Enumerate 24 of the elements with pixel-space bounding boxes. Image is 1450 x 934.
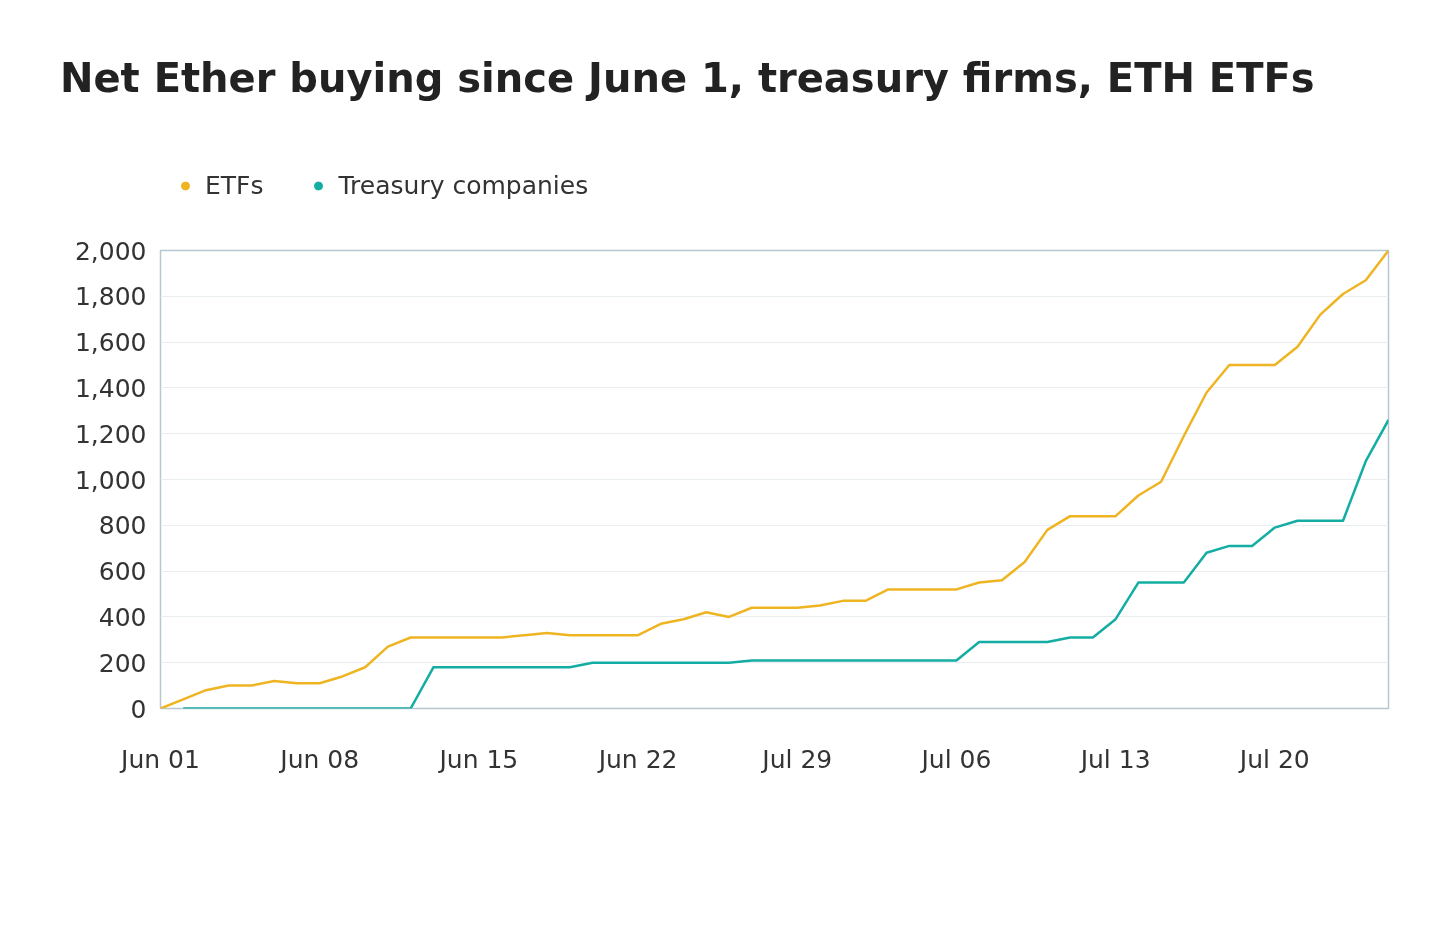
- x-tick-label: Jul 29: [760, 744, 833, 774]
- line-series: [160, 250, 1389, 709]
- y-tick-label: 1,600: [74, 328, 147, 358]
- x-tick-label: Jun 01: [119, 744, 200, 774]
- y-tick-label: 400: [98, 602, 147, 632]
- x-tick-label: Jun 15: [437, 744, 519, 774]
- y-tick-label: 800: [98, 511, 147, 541]
- chart-title: Net Ether buying since June 1, treasury firms, ETH ETFs: [60, 54, 1315, 103]
- x-tick-label: Jun 08: [278, 744, 360, 774]
- line-series: [181, 418, 1389, 709]
- y-tick-label: 2,000: [74, 236, 147, 266]
- y-tick-label: 1,800: [74, 282, 147, 312]
- y-tick-label: 1,400: [74, 373, 147, 403]
- y-tick-label: 0: [130, 694, 147, 724]
- x-tick-label: Jul 06: [919, 744, 992, 774]
- y-tick-label: 1,200: [74, 419, 147, 449]
- x-tick-label: Jul 20: [1237, 744, 1310, 774]
- y-tick-label: 600: [98, 557, 147, 587]
- y-tick-label: 1,000: [74, 465, 147, 495]
- legend-label: ETFs: [205, 170, 264, 200]
- x-tick-label: Jun 22: [596, 744, 678, 774]
- x-tick-label: Jul 13: [1078, 744, 1151, 774]
- legend-label: Treasury companies: [338, 170, 589, 200]
- y-tick-label: 200: [98, 648, 147, 678]
